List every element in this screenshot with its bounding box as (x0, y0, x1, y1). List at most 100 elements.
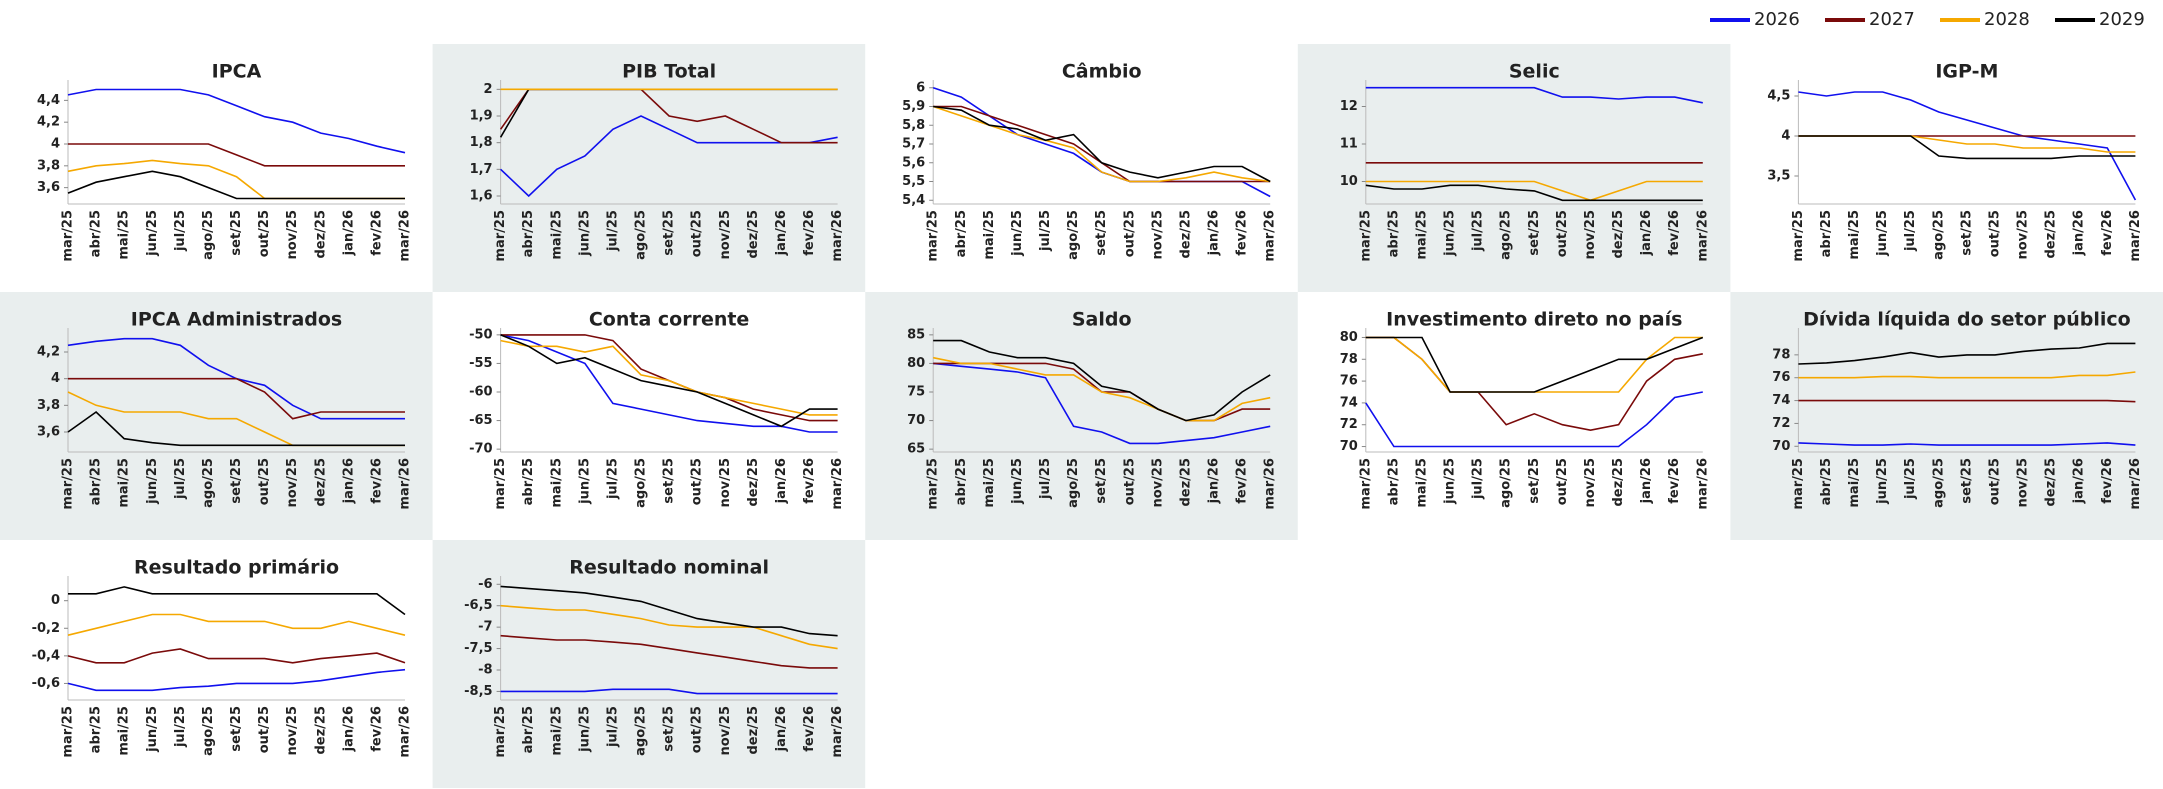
x-tick-label: mai/25 (549, 210, 564, 260)
x-tick-label: mar/26 (1695, 210, 1710, 262)
x-tick-label: mai/25 (117, 706, 132, 756)
series-line (500, 634, 838, 669)
series-line (1798, 371, 2136, 379)
x-tick-label: nov/25 (718, 210, 733, 260)
legend-label: 2028 (1984, 9, 2030, 30)
x-tick-label: fev/26 (2100, 458, 2115, 504)
x-tick-label: abr/25 (521, 706, 536, 753)
x-tick-label: abr/25 (521, 458, 536, 505)
panel-background (1730, 292, 2163, 540)
x-tick-label: ago/25 (201, 458, 216, 508)
x-tick-label: jun/25 (577, 706, 592, 753)
x-tick-label: mar/26 (398, 458, 413, 510)
x-tick-label: out/25 (257, 706, 272, 753)
x-tick-label: jun/25 (145, 706, 160, 753)
x-tick-label: jul/25 (605, 706, 620, 748)
series-line (500, 334, 838, 422)
series-line (932, 86, 1271, 198)
x-tick-label: fev/26 (369, 706, 384, 752)
legend-label: 2029 (2099, 9, 2145, 30)
x-tick-label: ago/25 (1066, 458, 1081, 508)
x-tick-label: ago/25 (201, 706, 216, 756)
panel-background (1297, 44, 1731, 292)
x-tick-label: mar/26 (1263, 210, 1278, 262)
x-tick-label: out/25 (1122, 210, 1137, 257)
x-tick-label: ago/25 (634, 706, 649, 756)
x-tick-label: jan/26 (341, 210, 356, 256)
x-tick-label: nov/25 (718, 706, 733, 756)
y-tick-label: 4,5 (1767, 89, 1790, 104)
x-tick-label: jun/25 (145, 458, 160, 505)
y-tick-label: 12 (1340, 99, 1358, 114)
x-tick-label: dez/25 (1178, 458, 1193, 507)
y-tick-label: 4 (1781, 129, 1790, 144)
x-tick-label: mar/26 (2128, 458, 2143, 510)
y-tick-label: -55 (469, 356, 493, 371)
legend-label: 2026 (1754, 9, 1800, 30)
series-line (932, 105, 1271, 183)
x-tick-label: abr/25 (1819, 458, 1834, 505)
y-tick-label: 5,6 (902, 155, 925, 170)
series-line (67, 613, 406, 636)
x-tick-label: jul/25 (173, 458, 188, 500)
x-tick-label: mar/26 (1695, 458, 1710, 510)
series-line (933, 105, 1271, 183)
x-tick-label: set/25 (1959, 458, 1974, 504)
chart-title: IGP-M (1935, 61, 1998, 83)
x-tick-label: dez/25 (313, 210, 328, 259)
x-tick-label: dez/25 (313, 706, 328, 755)
x-tick-label: jan/26 (774, 706, 789, 752)
series-line (500, 334, 838, 428)
y-tick-label: 72 (1340, 417, 1358, 432)
y-tick-label: 74 (1772, 393, 1790, 408)
x-tick-label: fev/26 (802, 706, 817, 752)
x-tick-label: jun/25 (1875, 210, 1890, 257)
y-tick-label: 65 (907, 442, 925, 457)
y-tick-label: 4,4 (37, 93, 60, 108)
x-tick-label: jun/25 (145, 210, 160, 257)
x-tick-label: dez/25 (746, 706, 761, 755)
series-line (1798, 91, 2137, 201)
x-tick-label: jul/25 (1903, 458, 1918, 500)
chart-title: IPCA Administrados (131, 309, 342, 331)
x-tick-label: jul/25 (1471, 210, 1486, 252)
series-line (67, 170, 405, 200)
x-tick-label: abr/25 (954, 210, 969, 257)
x-tick-label: dez/25 (746, 210, 761, 259)
x-tick-label: mai/25 (1847, 210, 1862, 260)
series-line (1798, 342, 2136, 365)
x-tick-label: fev/26 (2100, 210, 2115, 256)
series-line (1798, 442, 2136, 446)
panel-background (0, 292, 433, 540)
y-tick-label: 3,8 (37, 158, 60, 173)
x-tick-label: set/25 (229, 458, 244, 504)
x-tick-label: jun/25 (1443, 458, 1458, 505)
x-tick-label: fev/26 (1235, 210, 1250, 256)
y-tick-label: 10 (1340, 174, 1358, 189)
y-tick-label: -7 (478, 620, 492, 635)
x-tick-label: nov/25 (2016, 458, 2031, 508)
x-tick-label: dez/25 (746, 458, 761, 507)
y-tick-label: 3,8 (37, 398, 60, 413)
x-tick-label: mai/25 (1414, 458, 1429, 508)
y-tick-label: 4,2 (37, 345, 60, 360)
y-tick-label: 0 (51, 593, 60, 608)
x-tick-label: dez/25 (2044, 210, 2059, 259)
y-tick-label: 6 (916, 80, 925, 95)
x-tick-label: nov/25 (285, 210, 300, 260)
x-tick-label: out/25 (690, 210, 705, 257)
x-tick-label: jan/26 (341, 458, 356, 504)
series-line (933, 356, 1271, 422)
x-tick-label: mai/25 (549, 706, 564, 756)
x-tick-label: jan/26 (341, 706, 356, 752)
y-tick-label: 85 (907, 327, 925, 342)
y-tick-label: -65 (469, 413, 493, 428)
y-tick-label: 1,9 (470, 109, 493, 124)
x-tick-label: mai/25 (1414, 210, 1429, 260)
y-tick-label: -8,5 (464, 684, 492, 699)
legend-label: 2027 (1869, 9, 1915, 30)
chart-title: Investimento direto no país (1386, 309, 1682, 331)
series-line (500, 688, 838, 695)
y-tick-label: -60 (469, 385, 493, 400)
x-tick-label: out/25 (1555, 458, 1570, 505)
